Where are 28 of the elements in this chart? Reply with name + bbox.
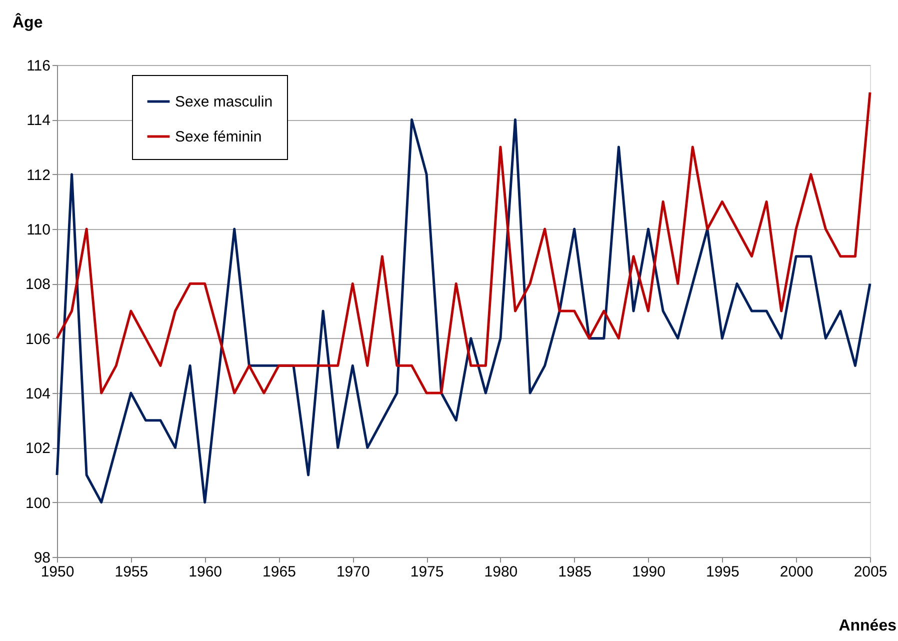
x-tick-label: 1980 xyxy=(484,564,518,580)
y-tick-label: 102 xyxy=(25,440,50,458)
legend-label: Sexe féminin xyxy=(175,128,262,146)
x-tick-label: 2000 xyxy=(780,564,814,580)
x-tick-label: 2005 xyxy=(854,564,888,580)
line-series xyxy=(56,91,872,394)
x-tick-label: 1955 xyxy=(114,564,148,580)
y-tick-label: 110 xyxy=(26,222,50,238)
x-tick-label: 1985 xyxy=(558,564,592,580)
y-tick-label: 112 xyxy=(26,166,50,184)
x-tick-label: 1975 xyxy=(410,564,444,580)
y-axis-title: Âge xyxy=(12,12,43,32)
x-tick-label: 1950 xyxy=(40,564,74,580)
legend-label: Sexe masculin xyxy=(175,94,273,110)
y-tick-label: 98 xyxy=(34,550,50,566)
x-tick-label: 1965 xyxy=(262,564,296,580)
x-tick-label: 1960 xyxy=(188,564,222,580)
y-tick-label: 100 xyxy=(25,494,50,512)
line-series xyxy=(56,118,872,504)
x-axis-title: Années xyxy=(838,618,897,634)
x-tick-label: 1995 xyxy=(706,564,740,580)
y-tick-label: 116 xyxy=(26,58,50,74)
y-tick-label: 106 xyxy=(25,330,50,348)
x-tick-label: 1990 xyxy=(632,564,666,580)
y-tick-label: 104 xyxy=(25,386,50,402)
y-tick-label: 108 xyxy=(25,276,50,294)
x-tick-label: 1970 xyxy=(336,564,370,580)
y-tick-label: 114 xyxy=(26,112,50,130)
